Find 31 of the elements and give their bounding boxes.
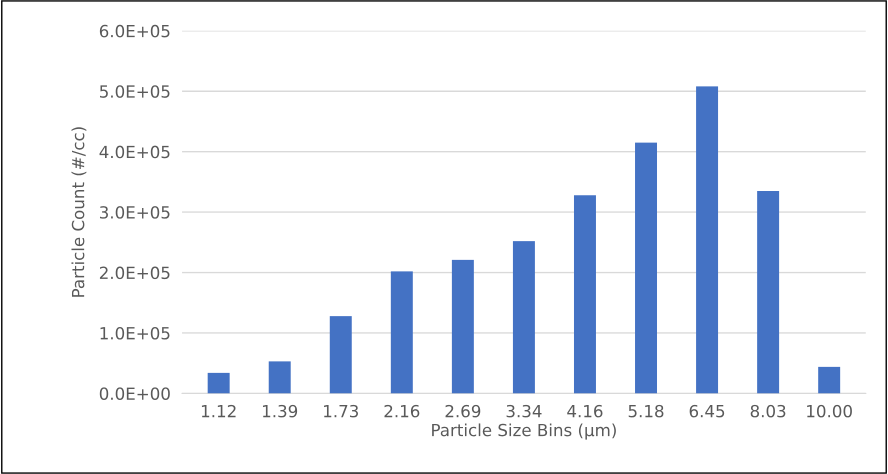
y-tick-label: 2.0E+05 [100,266,170,280]
x-tick-label: 5.18 [628,404,664,418]
x-tick-label: 2.69 [446,404,480,418]
x-axis-title: Particle Size Bins (µm) [432,423,616,440]
bar [330,316,352,394]
x-tick-label: 1.39 [262,404,298,418]
x-tick-label: 4.16 [567,404,602,418]
x-tick-label: 8.03 [750,404,786,418]
x-tick-label: 1.73 [324,404,358,418]
y-tick-label: 6.0E+05 [100,24,170,38]
x-tick-label: 3.34 [506,404,542,418]
y-tick-label: 5.0E+05 [100,85,170,98]
y-tick-label: 4.0E+05 [100,146,170,158]
x-tick-label: 10.00 [807,404,852,418]
y-axis-title: Particle Count (#/cc) [71,127,86,297]
y-tick-label: 1.0E+05 [100,326,170,340]
y-tick-label: 3.0E+05 [100,206,170,219]
bar [452,260,474,394]
bar [268,361,291,394]
x-tick-label: 1.12 [202,404,236,418]
y-tick-label: 0.0E+00 [100,387,170,400]
bar [208,372,230,394]
bar [512,241,535,394]
bar [574,195,596,394]
bar [635,142,658,394]
bar [818,366,840,394]
bar [390,271,413,394]
x-tick-label: 2.16 [384,404,420,418]
x-tick-label: 6.45 [690,404,724,418]
bar [696,86,718,394]
bar [757,190,780,394]
